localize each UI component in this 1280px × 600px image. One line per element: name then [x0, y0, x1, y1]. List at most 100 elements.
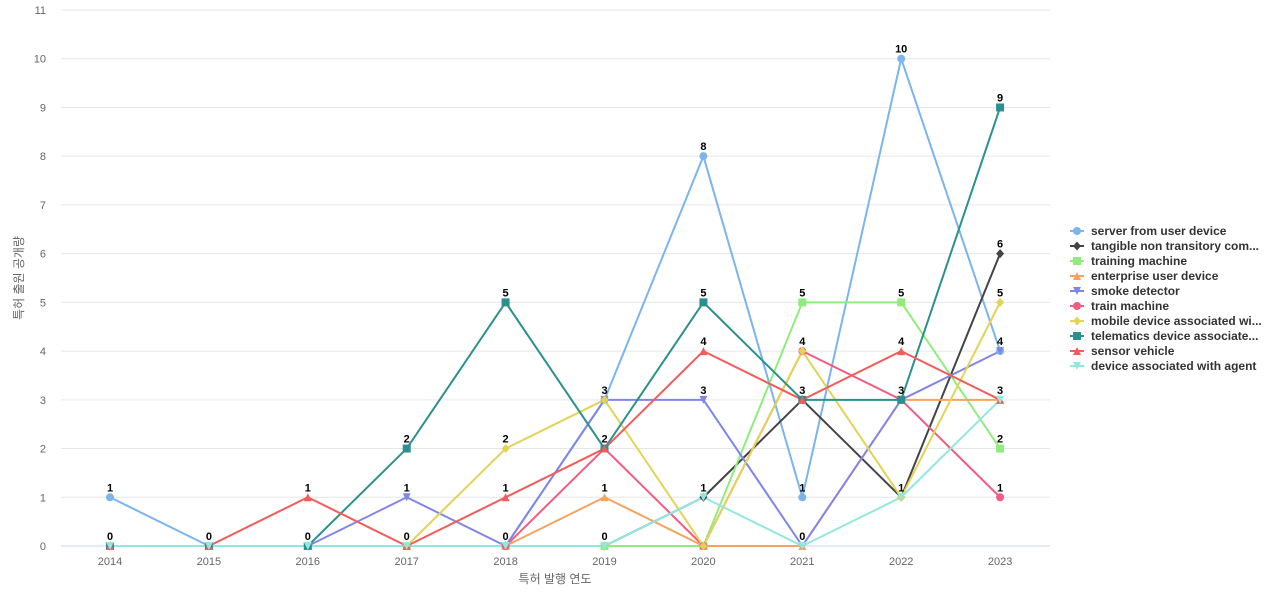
y-tick-label: 4 — [40, 346, 46, 358]
x-tick-label: 2014 — [98, 556, 122, 568]
data-label: 2 — [601, 434, 607, 446]
data-label: 3 — [898, 385, 904, 397]
data-point — [996, 297, 1005, 307]
data-label: 6 — [997, 239, 1003, 251]
data-point — [501, 542, 510, 550]
data-label: 0 — [107, 531, 113, 543]
data-point — [897, 298, 906, 307]
data-label: 1 — [601, 482, 607, 494]
data-label: 4 — [799, 336, 806, 348]
data-label: 8 — [700, 141, 706, 153]
data-label: 5 — [799, 287, 805, 299]
data-label: 5 — [898, 287, 904, 299]
data-label: 1 — [997, 482, 1003, 494]
x-tick-label: 2021 — [790, 556, 814, 568]
legend-marker — [1073, 257, 1081, 265]
x-tick-label: 2018 — [493, 556, 517, 568]
legend-marker — [1073, 347, 1081, 355]
x-tick-label: 2019 — [592, 556, 616, 568]
legend-item-label: device associated with agent — [1091, 359, 1256, 373]
series-lines — [109, 57, 1002, 547]
data-point — [600, 542, 609, 550]
y-tick-label: 3 — [40, 395, 46, 407]
y-tick-label: 5 — [40, 297, 46, 309]
series-markers — [106, 54, 1005, 551]
y-axis-title: 특허 출원 공개량 — [12, 236, 26, 320]
data-point — [699, 298, 708, 307]
y-axis-ticks: 0 1 2 3 4 5 6 7 8 9 10 11 — [34, 5, 46, 553]
data-point — [897, 54, 906, 63]
series-line — [110, 399, 1001, 547]
y-tick-label: 7 — [40, 200, 46, 212]
x-axis-title: 특허 발행 연도 — [519, 571, 592, 586]
y-tick-label: 0 — [40, 541, 46, 553]
data-label: 0 — [799, 531, 805, 543]
legend-marker — [1073, 302, 1081, 310]
data-point — [106, 493, 114, 502]
data-point — [897, 395, 906, 404]
y-tick-label: 2 — [40, 444, 46, 456]
legend-item-label: tangible non transitory com... — [1091, 239, 1259, 253]
data-point — [402, 493, 411, 502]
legend-item-label: mobile device associated wi... — [1091, 314, 1262, 328]
legend-item-label: server from user device — [1091, 224, 1227, 238]
y-tick-label: 6 — [40, 249, 46, 261]
x-tick-label: 2022 — [889, 556, 913, 568]
data-point — [798, 493, 807, 502]
data-point — [699, 395, 708, 404]
data-point — [996, 493, 1005, 502]
y-tick-label: 10 — [34, 54, 46, 66]
data-label: 1 — [898, 482, 904, 494]
series-line — [110, 301, 1001, 547]
data-point — [303, 542, 312, 550]
data-point — [996, 444, 1005, 453]
legend-marker — [1073, 332, 1081, 340]
data-point — [106, 542, 114, 550]
data-point — [600, 395, 609, 405]
data-label: 1 — [404, 482, 410, 494]
data-point — [501, 444, 510, 454]
legend-item-label: train machine — [1091, 299, 1169, 313]
data-label: 9 — [997, 92, 1003, 104]
y-tick-label: 8 — [40, 151, 46, 163]
x-tick-label: 2017 — [394, 556, 418, 568]
data-point — [798, 298, 807, 307]
data-point — [402, 444, 411, 453]
data-label: 0 — [503, 531, 509, 543]
y-tick-label: 11 — [35, 5, 46, 17]
data-label: 1 — [503, 482, 509, 494]
data-point — [699, 541, 708, 551]
data-label: 5 — [503, 287, 509, 299]
data-label: 5 — [997, 287, 1003, 299]
legend-marker — [1073, 316, 1081, 326]
legend-marker — [1073, 227, 1081, 235]
data-point — [204, 542, 213, 550]
data-point — [996, 347, 1005, 356]
data-point — [600, 493, 609, 502]
data-label: 2 — [404, 434, 410, 446]
series-line — [110, 107, 1002, 547]
data-label: 0 — [305, 531, 311, 543]
legend-item-label: training machine — [1091, 254, 1187, 268]
legend-marker — [1073, 241, 1081, 251]
data-point — [996, 103, 1005, 112]
data-label: 3 — [799, 385, 805, 397]
legend-marker — [1073, 362, 1081, 370]
data-point — [996, 395, 1005, 404]
y-tick-label: 1 — [40, 492, 46, 504]
data-point — [501, 493, 510, 502]
data-point — [600, 444, 609, 453]
data-label: 1 — [107, 482, 113, 494]
data-point — [402, 542, 411, 550]
data-label: 0 — [404, 531, 410, 543]
data-point — [699, 493, 708, 502]
data-label: 1 — [305, 482, 311, 494]
data-point — [798, 346, 807, 356]
data-point — [897, 493, 906, 502]
x-axis-ticks: 2014 2015 2016 2017 2018 2019 2020 2021 2022 2023 — [98, 556, 1013, 568]
data-label: 4 — [700, 336, 707, 348]
data-label: 0 — [601, 531, 607, 543]
x-tick-label: 2020 — [691, 556, 715, 568]
data-label: 2 — [997, 434, 1003, 446]
